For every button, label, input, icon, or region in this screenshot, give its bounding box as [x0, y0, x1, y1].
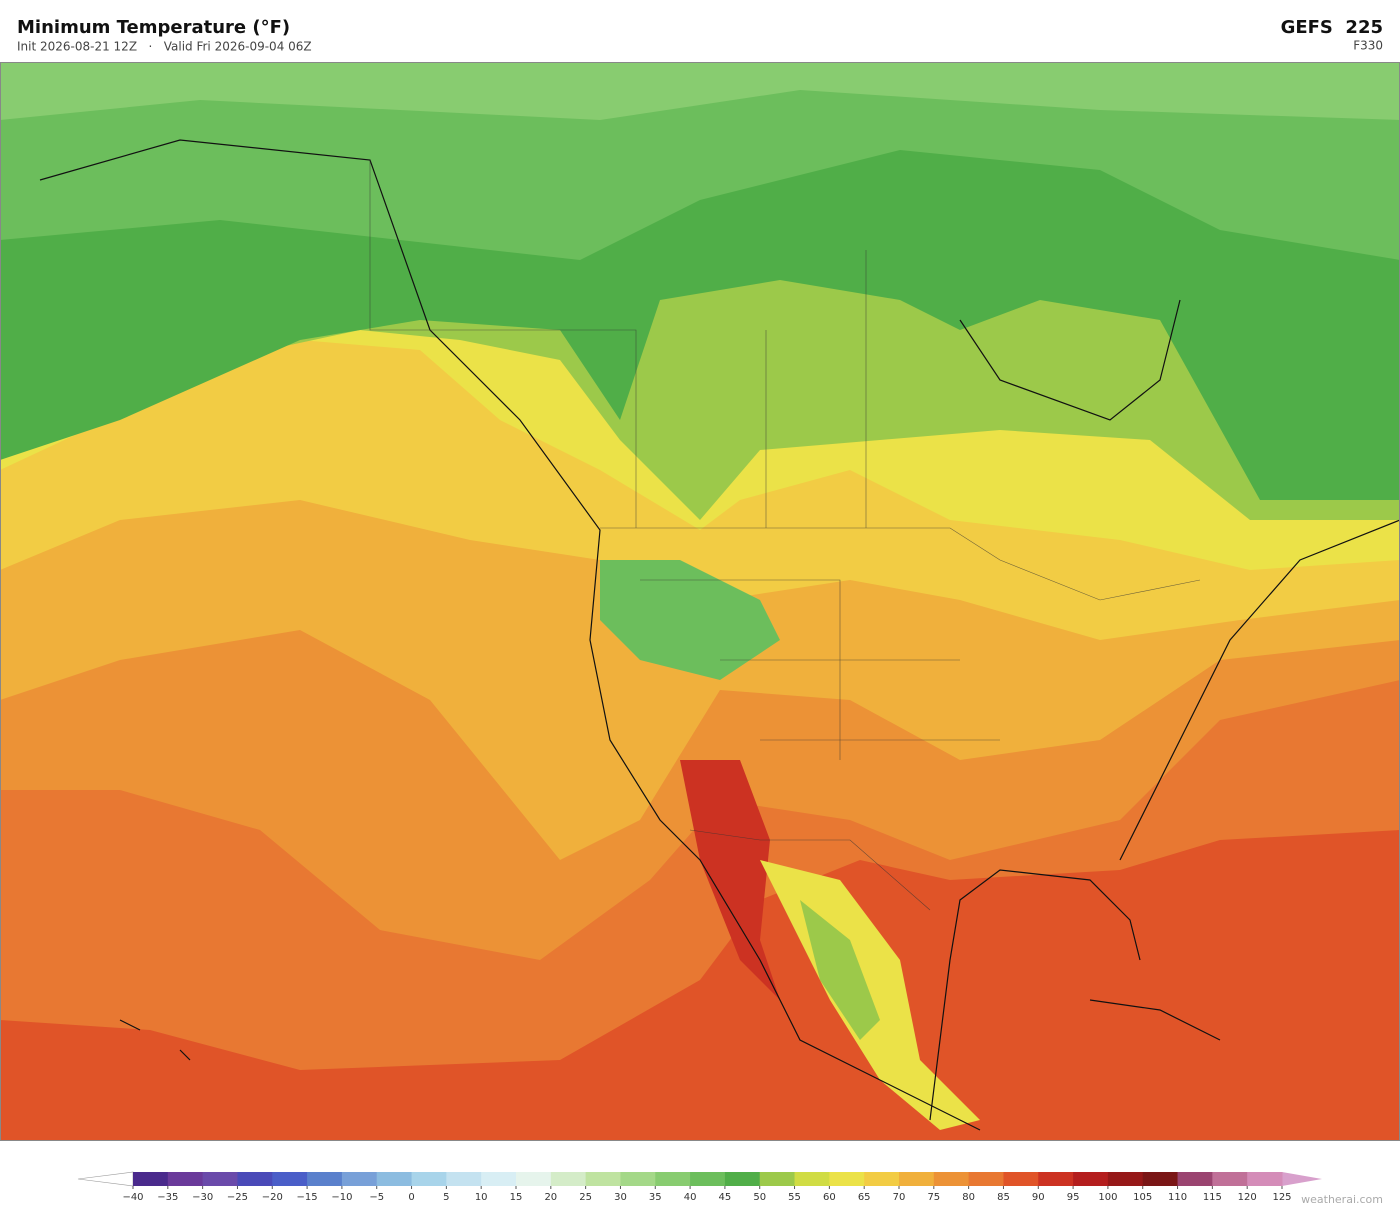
colorbar-tick-label: 75 — [927, 1192, 940, 1203]
colorbar-tick-label: 115 — [1203, 1192, 1222, 1203]
colorbar-segment — [341, 1172, 378, 1186]
model-label: GEFS 225 — [1281, 17, 1383, 38]
colorbar-segment — [1107, 1172, 1144, 1186]
colorbar-tick-label: 125 — [1272, 1192, 1291, 1203]
colorbar-under — [77, 1171, 134, 1187]
colorbar-tick-label: 45 — [719, 1192, 732, 1203]
coastlines — [39, 139, 1400, 1131]
colorbar-segment — [759, 1172, 796, 1186]
colorbar-segment — [724, 1172, 761, 1186]
colorbar-segment — [585, 1172, 621, 1186]
colorbar: −40 −35 −30 −25 −20 −15 −10 −5 0 5 10 15 20 25 30 35 40 4… — [77, 1171, 1322, 1203]
colorbar-segment — [1177, 1172, 1213, 1186]
field-35 — [0, 62, 1400, 120]
subtitle: Init 2026-08-21 12Z · Valid Fri 2026-09-… — [17, 40, 312, 54]
colorbar-segment — [1073, 1172, 1109, 1186]
colorbar-segment — [968, 1172, 1004, 1186]
colorbar-tick-label: 35 — [649, 1192, 662, 1203]
colorbar-tick-label: 40 — [684, 1192, 697, 1203]
colorbar-tick-label: −10 — [331, 1192, 352, 1203]
colorbar-segment — [237, 1172, 273, 1186]
colorbar-segment — [481, 1172, 517, 1186]
colorbar-tick-label: −40 — [122, 1192, 143, 1203]
colorbar-tick-label: 95 — [1067, 1192, 1080, 1203]
colorbar-tick-label: 70 — [893, 1192, 906, 1203]
colorbar-tick-label: −5 — [369, 1192, 384, 1203]
colorbar-segment — [794, 1172, 830, 1186]
colorbar-segment — [1038, 1172, 1074, 1186]
colorbar-segment — [899, 1172, 935, 1186]
field-40-mountain — [600, 560, 780, 680]
title: Minimum Temperature (°F) — [17, 17, 290, 38]
colorbar-segment — [550, 1172, 587, 1186]
colorbar-segment — [272, 1172, 308, 1186]
colorbar-segment — [829, 1172, 865, 1186]
colorbar-segment — [933, 1172, 970, 1186]
map — [0, 62, 1400, 1141]
colorbar-tick-label: −20 — [262, 1192, 283, 1203]
colorbar-tick-label: 15 — [510, 1192, 523, 1203]
colorbar-tick-label: 100 — [1098, 1192, 1117, 1203]
colorbar-segment — [516, 1172, 552, 1186]
forecast-hour: F330 — [1353, 39, 1383, 53]
field-40 — [0, 62, 1400, 260]
colorbar-tick-label: 105 — [1133, 1192, 1152, 1203]
colorbar-tick-label: −25 — [227, 1192, 248, 1203]
colorbar-tick-label: 0 — [408, 1192, 414, 1203]
colorbar-tick-label: −15 — [297, 1192, 318, 1203]
field-90-desert — [680, 760, 780, 1000]
colorbar-segment — [690, 1172, 726, 1186]
colorbar-tick-label: −35 — [157, 1192, 178, 1203]
colorbar-tick-label: −30 — [192, 1192, 213, 1203]
colorbar-tick-label: 25 — [579, 1192, 592, 1203]
colorbar-segment — [167, 1172, 204, 1186]
colorbar-tick-label: 5 — [443, 1192, 449, 1203]
colorbar-tick-label: 10 — [475, 1192, 488, 1203]
colorbar-tick-label: 80 — [962, 1192, 975, 1203]
colorbar-segment — [1212, 1172, 1248, 1186]
colorbar-tick-label: 65 — [858, 1192, 871, 1203]
colorbar-segment — [1003, 1172, 1039, 1186]
field-50-mexico — [800, 900, 880, 1040]
colorbar-over — [1282, 1172, 1322, 1186]
colorbar-segment — [202, 1172, 238, 1186]
colorbar-tick-label: 60 — [823, 1192, 836, 1203]
colorbar-segment — [307, 1172, 343, 1186]
colorbar-tick-label: 120 — [1238, 1192, 1257, 1203]
colorbar-tick-label: 55 — [788, 1192, 801, 1203]
credit: weatherai.com — [1301, 1193, 1383, 1206]
colorbar-segment — [376, 1172, 413, 1186]
colorbar-segment — [655, 1172, 691, 1186]
colorbar-tick-label: 110 — [1168, 1192, 1187, 1203]
colorbar-segment — [1142, 1172, 1179, 1186]
colorbar-segment — [446, 1172, 482, 1186]
colorbar-segment — [133, 1172, 169, 1186]
colorbar-tick-label: 20 — [544, 1192, 557, 1203]
colorbar-segment — [411, 1172, 447, 1186]
colorbar-segment — [620, 1172, 656, 1186]
colorbar-tick-label: 50 — [753, 1192, 766, 1203]
colorbar-tick-label: 85 — [997, 1192, 1010, 1203]
colorbar-segment — [864, 1172, 900, 1186]
colorbar-tick-label: 30 — [614, 1192, 627, 1203]
borders — [369, 160, 1201, 911]
colorbar-segment — [1247, 1172, 1283, 1186]
colorbar-tick-label: 90 — [1032, 1192, 1045, 1203]
